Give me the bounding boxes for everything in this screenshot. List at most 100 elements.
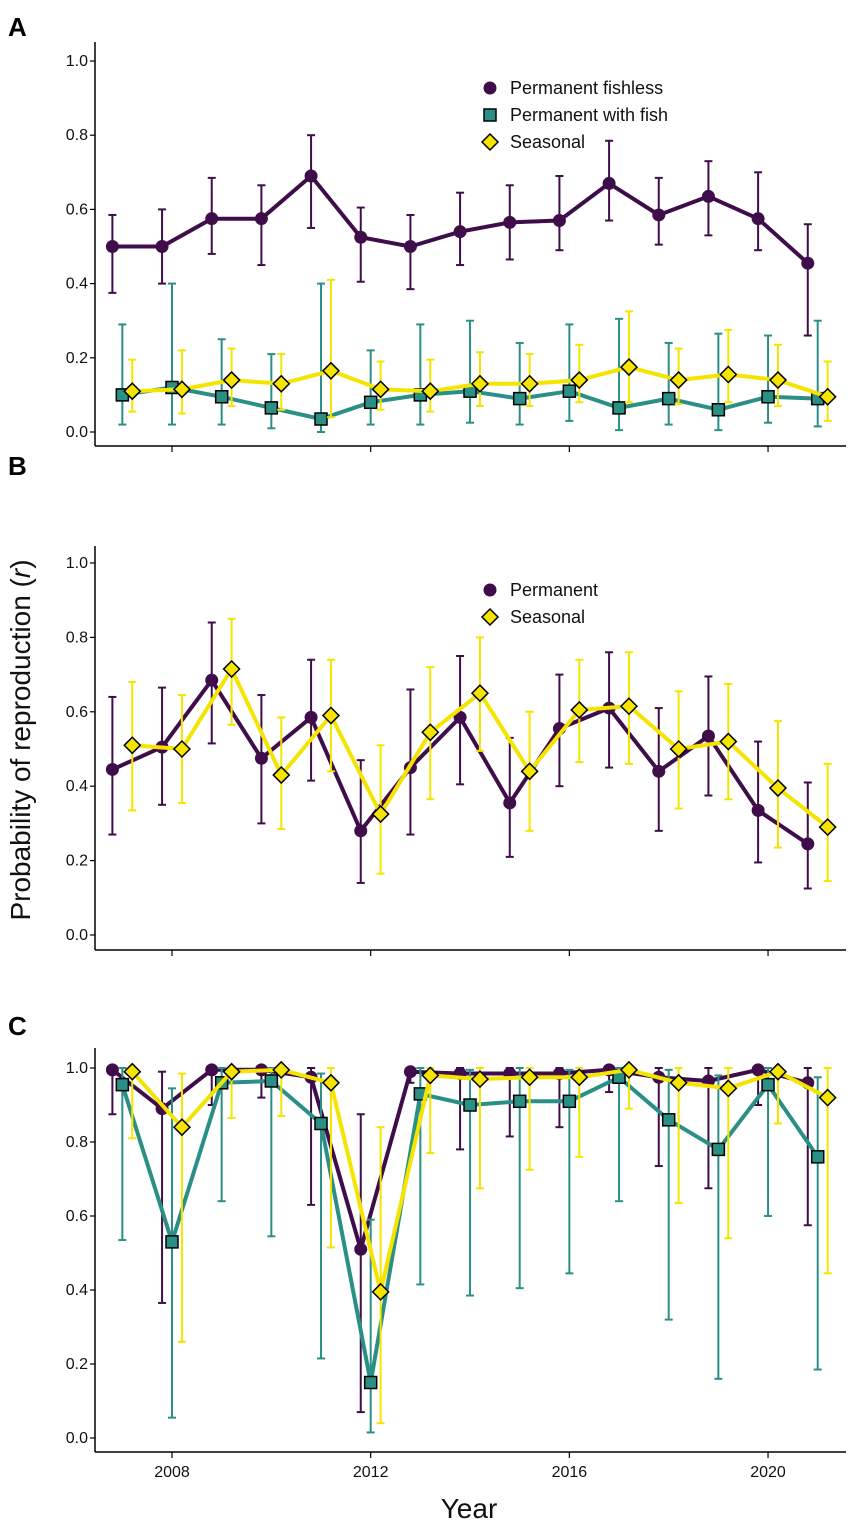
data-point bbox=[272, 765, 291, 785]
data-point bbox=[214, 390, 229, 404]
data-point bbox=[165, 1235, 179, 1249]
legend-swatch bbox=[483, 81, 497, 95]
data-point bbox=[222, 659, 241, 679]
y-tick-label: 0.4 bbox=[66, 1282, 88, 1299]
data-point bbox=[105, 1063, 119, 1077]
data-point bbox=[470, 1070, 490, 1089]
x-tick-label: 2020 bbox=[750, 1464, 786, 1481]
y-tick-label: 0.4 bbox=[66, 778, 88, 795]
data-point bbox=[155, 240, 169, 253]
data-point bbox=[619, 1060, 639, 1079]
data-point bbox=[463, 1098, 477, 1112]
data-point bbox=[669, 370, 688, 390]
data-point bbox=[254, 212, 268, 226]
data-point bbox=[711, 402, 726, 417]
data-point bbox=[669, 739, 688, 759]
y-tick-label: 0.6 bbox=[66, 1208, 88, 1225]
data-point bbox=[751, 1063, 765, 1077]
data-point bbox=[661, 391, 676, 406]
panel-letter: B bbox=[8, 451, 27, 481]
series-permanent-with-fish bbox=[115, 282, 825, 433]
data-point bbox=[768, 1062, 788, 1081]
series-seasonal bbox=[123, 278, 837, 422]
data-point bbox=[123, 382, 142, 401]
data-point bbox=[264, 1074, 279, 1088]
legend: Permanent Seasonal bbox=[480, 580, 598, 627]
data-point bbox=[222, 370, 241, 390]
y-tick-label: 0.2 bbox=[66, 350, 88, 367]
data-point bbox=[562, 384, 577, 398]
y-tick-label: 0.8 bbox=[66, 1134, 88, 1151]
legend-label: Seasonal bbox=[510, 607, 585, 627]
data-point bbox=[801, 837, 815, 851]
data-point bbox=[669, 1073, 688, 1092]
data-point bbox=[354, 230, 368, 244]
data-point bbox=[520, 374, 539, 393]
legend: Permanent fishless Permanent with fish Sea… bbox=[480, 78, 668, 152]
data-point bbox=[264, 401, 279, 415]
data-point bbox=[719, 1079, 738, 1098]
y-tick-label: 0.2 bbox=[66, 1356, 88, 1373]
data-point bbox=[619, 358, 639, 377]
data-point bbox=[371, 380, 390, 399]
data-point bbox=[254, 751, 268, 765]
data-point bbox=[818, 1088, 837, 1107]
panel-letter: A bbox=[8, 12, 27, 42]
data-point bbox=[421, 1066, 440, 1085]
data-point bbox=[123, 1062, 142, 1081]
y-tick-label: 0.0 bbox=[66, 927, 88, 944]
data-point bbox=[810, 1150, 825, 1164]
y-axis-title: Probability of reproduction (r) bbox=[5, 559, 36, 920]
data-point bbox=[503, 796, 517, 810]
y-tick-label: 0.0 bbox=[66, 1430, 88, 1447]
data-point bbox=[172, 1118, 191, 1137]
data-point bbox=[768, 370, 788, 390]
data-point bbox=[602, 176, 616, 190]
data-point bbox=[321, 706, 341, 725]
data-point bbox=[403, 1065, 417, 1079]
data-point bbox=[768, 778, 788, 798]
data-point bbox=[272, 374, 291, 393]
data-point bbox=[512, 1094, 527, 1109]
x-axis-title: Year bbox=[441, 1493, 498, 1524]
x-tick-label: 2012 bbox=[353, 1464, 389, 1481]
y-tick-label: 1.0 bbox=[66, 555, 88, 572]
data-point bbox=[751, 212, 765, 226]
data-point bbox=[105, 762, 119, 776]
data-point bbox=[520, 1068, 539, 1087]
data-point bbox=[321, 361, 341, 380]
series-seasonal bbox=[123, 617, 837, 883]
data-point bbox=[421, 723, 440, 742]
data-point bbox=[272, 1060, 291, 1079]
data-point bbox=[711, 1142, 726, 1157]
data-point bbox=[552, 214, 566, 228]
legend-swatch bbox=[483, 583, 497, 597]
legend-swatch bbox=[480, 607, 500, 627]
data-point bbox=[619, 697, 639, 716]
data-point bbox=[172, 380, 191, 399]
y-tick-label: 0.6 bbox=[66, 704, 88, 721]
data-point bbox=[470, 684, 490, 703]
data-point bbox=[453, 225, 467, 239]
data-point bbox=[719, 732, 738, 751]
data-point bbox=[453, 710, 467, 724]
data-point bbox=[570, 370, 589, 390]
data-point bbox=[562, 1094, 577, 1109]
y-tick-label: 0.8 bbox=[66, 127, 88, 144]
data-point bbox=[123, 736, 142, 755]
panel-c: C 0.0 0.2 0.4 0.6 0.8 1.0 2008 2012 2016 2020 bbox=[8, 1011, 846, 1481]
y-tick-label: 0.4 bbox=[66, 276, 88, 293]
x-tick-label: 2008 bbox=[154, 1464, 190, 1481]
data-point bbox=[155, 1102, 169, 1116]
data-point bbox=[115, 1077, 130, 1092]
data-point bbox=[751, 803, 765, 817]
data-point bbox=[304, 169, 318, 183]
data-point bbox=[503, 215, 517, 229]
series-permanent-with-fish bbox=[115, 1067, 825, 1434]
panel-b: B 0.0 0.2 0.4 0.6 0.8 1.0 Permanent Seasonal bbox=[8, 451, 846, 956]
data-point bbox=[701, 189, 715, 203]
data-point bbox=[205, 1063, 219, 1077]
x-tick-label: 2016 bbox=[552, 1464, 588, 1481]
